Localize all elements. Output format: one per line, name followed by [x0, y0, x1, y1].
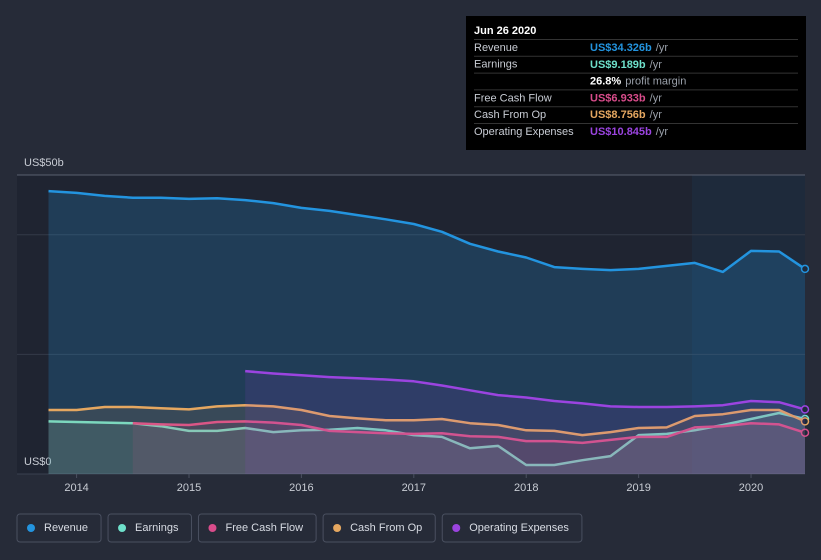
area-fill [48, 405, 805, 474]
tooltip-value-text: US$34.326b [590, 42, 652, 54]
legend-swatch [118, 524, 127, 532]
area-fill [48, 413, 805, 474]
legend-item[interactable]: Operating Expenses [441, 513, 583, 543]
tooltip-label: Revenue [474, 42, 518, 54]
tooltip-unit: /yr [650, 92, 663, 104]
area-fill [48, 191, 805, 474]
legend-box[interactable] [441, 513, 583, 543]
tooltip-unit: /yr [650, 109, 663, 121]
tooltip-label: Earnings [474, 59, 518, 71]
tooltip: Jun 26 2020 Revenue US$34.326b/yr Earnings… [466, 16, 806, 150]
legend-swatch [333, 524, 342, 532]
area-fill [245, 371, 805, 474]
x-tick-label: 2019 [626, 482, 650, 494]
legend-label: Cash From Op [350, 522, 422, 534]
tooltip-unit: /yr [656, 42, 669, 54]
legend-label: Earnings [135, 522, 179, 534]
legend-label: Free Cash Flow [225, 522, 303, 534]
end-point [800, 405, 810, 414]
tooltip-value: US$9.189b/yr [590, 59, 662, 71]
x-tick-label: 2016 [289, 482, 313, 494]
tooltip-value-text: US$8.756b [590, 109, 646, 121]
tooltip-value: US$6.933b/yr [590, 92, 662, 104]
legend-label: Revenue [44, 522, 88, 534]
tooltip-label: Cash From Op [474, 109, 546, 121]
series-line [48, 189, 806, 274]
tooltip-date: Jun 26 2020 [474, 25, 536, 37]
tooltip-box [466, 16, 806, 150]
area-fill [132, 421, 806, 474]
tooltip-value-text: US$10.845b [590, 126, 652, 138]
series-line [48, 403, 806, 437]
tooltip-value: US$8.756b/yr [590, 109, 662, 121]
legend-swatch [208, 524, 217, 532]
legend-label: Operating Expenses [469, 522, 569, 534]
tooltip-unit: profit margin [625, 76, 686, 88]
tooltip-value-text: US$6.933b [590, 92, 646, 104]
series-line [245, 369, 806, 411]
y-tick-label: US$0 [24, 456, 52, 468]
tooltip-value-text: US$9.189b [590, 59, 646, 71]
x-tick-label: 2017 [402, 482, 426, 494]
end-point [800, 264, 810, 274]
tooltip-value-text: 26.8% [590, 76, 621, 88]
legend-item[interactable]: Free Cash Flow [197, 513, 317, 543]
end-point [800, 428, 810, 437]
legend-swatch [452, 524, 461, 532]
y-tick-label: US$50b [24, 157, 64, 169]
legend-box[interactable] [16, 513, 102, 543]
tooltip-label: Operating Expenses [474, 126, 574, 138]
legend-item[interactable]: Revenue [16, 513, 102, 543]
series-line [132, 420, 806, 445]
x-tick-label: 2020 [739, 482, 763, 494]
legend-item[interactable]: Cash From Op [322, 513, 436, 543]
legend-swatch [27, 524, 35, 532]
legend-item[interactable]: Earnings [107, 513, 192, 543]
tooltip-value: US$10.845b/yr [590, 126, 668, 138]
tooltip-value: US$34.326b/yr [590, 42, 668, 54]
legend-box[interactable] [107, 513, 192, 543]
tooltip-unit: /yr [656, 126, 669, 138]
legend-box[interactable] [322, 513, 436, 543]
tooltip-label: Free Cash Flow [474, 92, 552, 104]
tooltip-value: 26.8% profit margin [590, 76, 686, 88]
legend-box[interactable] [197, 513, 317, 543]
end-point [800, 417, 810, 426]
x-tick-label: 2018 [514, 482, 538, 494]
x-tick-label: 2014 [64, 482, 88, 494]
tooltip-unit: /yr [650, 59, 663, 71]
x-tick-label: 2015 [177, 482, 201, 494]
